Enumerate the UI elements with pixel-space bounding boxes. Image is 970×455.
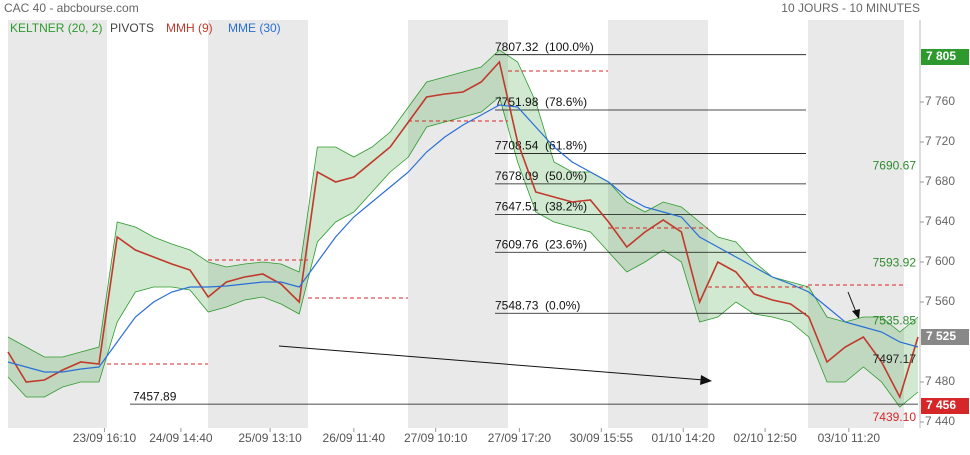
price-box-label: 7 525 [926,329,956,343]
fib-label: 7678.09 (50.0%) [495,169,587,183]
y-tick-label: 7 480 [925,374,955,388]
x-tick-label: 30/09 15:55 [570,431,634,445]
fib-label: 7807.32 (100.0%) [495,40,594,54]
x-tick-label: 24/09 14:40 [149,431,213,445]
x-tick-label: 23/09 16:10 [73,431,137,445]
keltner-band [8,50,918,407]
price-box [921,398,969,414]
support-label: 7457.89 [133,389,177,403]
price-box [921,49,969,65]
trend-arrow [278,345,705,381]
level-label: 7497.17 [873,352,917,366]
session-shade [208,20,308,428]
chart-title: CAC 40 - abcbourse.com [4,1,139,15]
level-label: 7690.67 [873,159,917,173]
session-shade [808,20,904,428]
legend-mme: MME (30) [228,21,281,35]
legend-mmh: MMH (9) [166,21,213,35]
legend-keltner: KELTNER (20, 2) [10,21,102,35]
y-tick-label: 7 720 [925,134,955,148]
session-shade [8,20,107,428]
chart-subtitle: 10 JOURS - 10 MINUTES [781,1,920,15]
arrow-head [700,375,712,385]
legend-pivots: PIVOTS [110,21,154,35]
x-tick-label: 26/09 11:40 [323,431,386,445]
price-box-label: 7 456 [926,398,956,412]
y-tick-label: 7 440 [925,414,955,428]
y-tick-label: 7 640 [925,214,955,228]
x-tick-label: 27/09 17:20 [488,431,552,445]
x-tick-label: 03/10 11:20 [818,431,881,445]
series-line [7,60,919,400]
level-label: 7535.85 [873,313,917,327]
series-line [7,104,919,373]
x-tick-label: 27/09 10:10 [404,431,468,445]
y-tick-label: 7 680 [925,174,955,188]
x-tick-label: 01/10 14:20 [652,431,716,445]
fib-label: 7708.54 (61.8%) [495,139,587,153]
fib-label: 7609.76 (23.6%) [495,237,587,251]
y-tick-label: 7 560 [925,294,955,308]
keltner-lower [7,96,919,408]
x-tick-label: 02/10 12:50 [733,431,797,445]
fib-label: 7647.51 (38.2%) [495,200,587,214]
pointer-arrow [847,291,857,313]
fib-label: 7751.98 (78.6%) [495,95,587,109]
y-tick-label: 7 760 [925,94,955,108]
fib-label: 7548.73 (0.0%) [495,298,580,312]
price-box-label: 7 805 [926,49,956,63]
keltner-upper [7,49,919,358]
arrow-head [852,309,860,319]
level-label: 7593.92 [873,255,917,269]
level-label: 7439.10 [873,410,917,424]
y-tick-label: 7 600 [925,254,955,268]
price-box [921,329,969,345]
x-tick-label: 25/09 13:10 [238,431,302,445]
